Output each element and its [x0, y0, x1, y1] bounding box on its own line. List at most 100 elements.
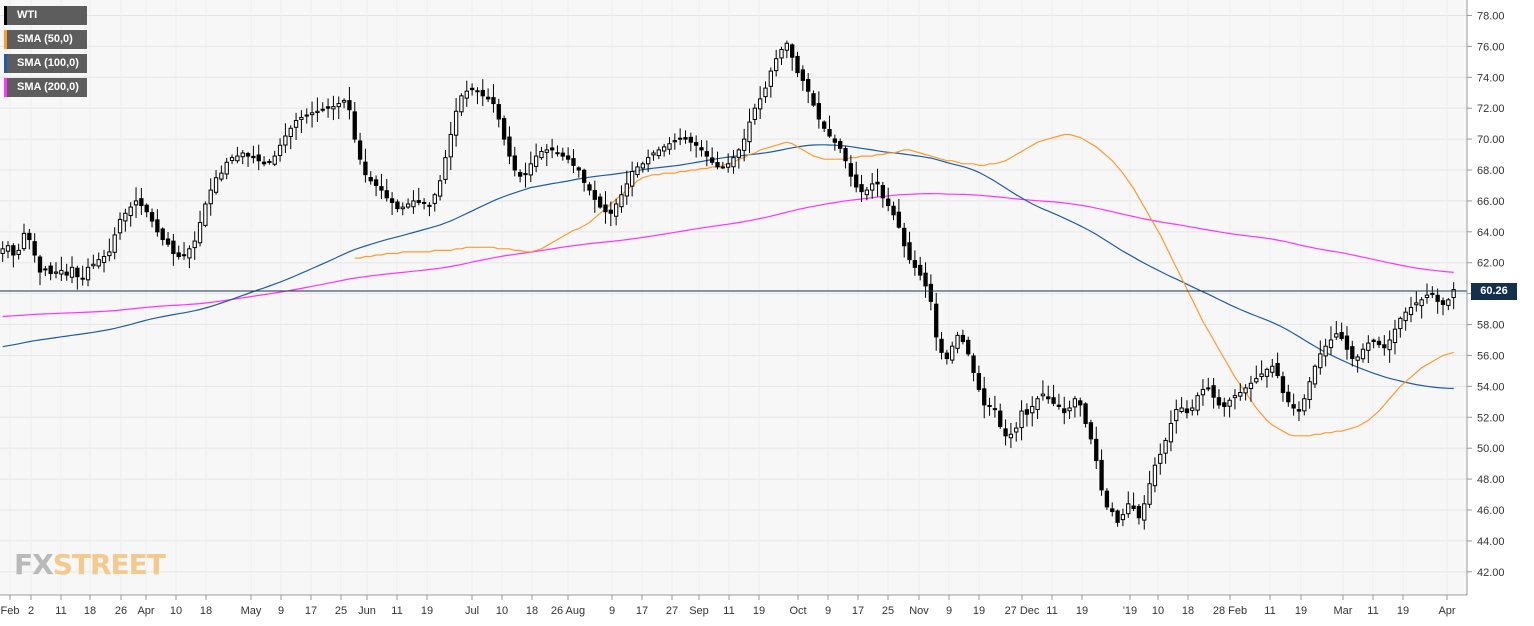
- x-tick-label: 11: [1367, 605, 1378, 617]
- candle-down: [688, 136, 693, 143]
- candle-up: [1168, 422, 1174, 443]
- candle-down: [1440, 300, 1446, 305]
- candle-down: [934, 303, 939, 338]
- candle-down: [37, 256, 43, 273]
- candle-up: [1174, 409, 1179, 422]
- candle-down: [480, 89, 485, 97]
- candle-down: [587, 184, 592, 191]
- candle-up: [400, 206, 405, 210]
- candle-up: [1152, 464, 1158, 487]
- candle-down: [976, 373, 982, 390]
- candle-down: [485, 96, 491, 100]
- candle-down: [1280, 376, 1286, 394]
- legend-sma-100[interactable]: SMA (100,0): [4, 54, 87, 73]
- candle-up: [539, 150, 544, 159]
- x-tick-label: 10: [170, 605, 182, 617]
- candle-up: [1040, 393, 1046, 397]
- candle-up: [667, 143, 672, 150]
- candle-up: [432, 194, 437, 204]
- candle-up: [80, 277, 85, 280]
- candle-up: [459, 95, 464, 113]
- x-tick-label: 10: [1152, 605, 1164, 617]
- candle-down: [982, 388, 987, 406]
- candle-down: [1078, 400, 1083, 406]
- candle-up: [645, 157, 651, 165]
- candle-up: [624, 183, 629, 197]
- candle-down: [1051, 397, 1056, 404]
- candle-up: [1328, 339, 1334, 349]
- fxstreet-logo: FXSTREET: [14, 548, 166, 581]
- candle-up: [117, 218, 123, 234]
- candle-down: [363, 161, 368, 176]
- candle-up: [197, 222, 203, 244]
- candle-down: [891, 205, 896, 216]
- candle-up: [1120, 514, 1126, 521]
- candle-up: [107, 251, 112, 257]
- candle-down: [11, 245, 16, 256]
- candle-up: [1302, 398, 1307, 412]
- legend-sma-50[interactable]: SMA (50,0): [4, 30, 87, 49]
- sma-50-path: [354, 133, 1454, 437]
- x-tick-label: 11: [55, 605, 66, 617]
- x-tick-label: 11: [391, 605, 402, 617]
- candle-up: [1232, 395, 1238, 399]
- candle-up: [1014, 427, 1019, 433]
- candle-up: [544, 149, 549, 153]
- x-tick-label: 17: [852, 605, 864, 617]
- x-tick-label: 11: [723, 605, 734, 617]
- candle-up: [1179, 407, 1184, 412]
- candle-down: [565, 155, 571, 160]
- candle-up: [528, 163, 533, 176]
- x-tick-label: '19: [1123, 605, 1137, 617]
- candle-up: [1035, 398, 1040, 411]
- candle-up: [640, 163, 645, 169]
- candle-down: [501, 118, 507, 140]
- candle-up: [779, 48, 784, 59]
- y-tick-label: 56.00: [1477, 350, 1505, 362]
- candle-up: [1355, 356, 1360, 361]
- last-price-label: 60.26: [1471, 283, 1517, 300]
- candle-up: [629, 171, 635, 187]
- candle-up: [1323, 345, 1328, 357]
- candle-down: [416, 200, 421, 203]
- candle-down: [939, 338, 944, 353]
- legend-sma-200[interactable]: SMA (200,0): [4, 78, 87, 97]
- y-tick-label: 68.00: [1477, 165, 1505, 177]
- candles: [0, 40, 1456, 530]
- candle-down: [139, 198, 144, 207]
- x-tick-label: 11: [1264, 605, 1275, 617]
- candle-down: [320, 108, 325, 111]
- x-tick-label: 9: [278, 605, 284, 617]
- x-tick-label: 19: [1076, 605, 1088, 617]
- candle-up: [1227, 399, 1232, 407]
- y-tick-label: 74.00: [1477, 72, 1505, 84]
- candle-up: [448, 133, 453, 158]
- candle-up: [1072, 398, 1078, 408]
- candle-down: [875, 181, 880, 185]
- candle-down: [1131, 505, 1136, 509]
- candle-down: [507, 136, 512, 157]
- candle-up: [1030, 405, 1035, 414]
- y-tick-label: 62.00: [1477, 258, 1505, 270]
- candle-up: [774, 58, 779, 72]
- candle-up: [341, 99, 347, 103]
- candle-up: [768, 70, 773, 87]
- candle-down: [1350, 346, 1355, 360]
- candle-up: [747, 121, 752, 143]
- plot-background: [0, 0, 1467, 595]
- candle-down: [1222, 402, 1227, 407]
- candle-up: [1270, 365, 1275, 373]
- legend-wti[interactable]: WTI: [4, 6, 87, 25]
- candle-down: [571, 158, 576, 166]
- candle-up: [293, 120, 299, 128]
- candle-up: [736, 149, 741, 158]
- candle-up: [421, 201, 427, 204]
- candle-up: [112, 234, 117, 253]
- candle-down: [347, 100, 352, 111]
- candle-down: [827, 129, 832, 137]
- sma-50-line: [354, 133, 1454, 437]
- y-tick-label: 42.00: [1477, 567, 1505, 579]
- candle-up: [1387, 339, 1392, 351]
- candle-down: [859, 184, 864, 193]
